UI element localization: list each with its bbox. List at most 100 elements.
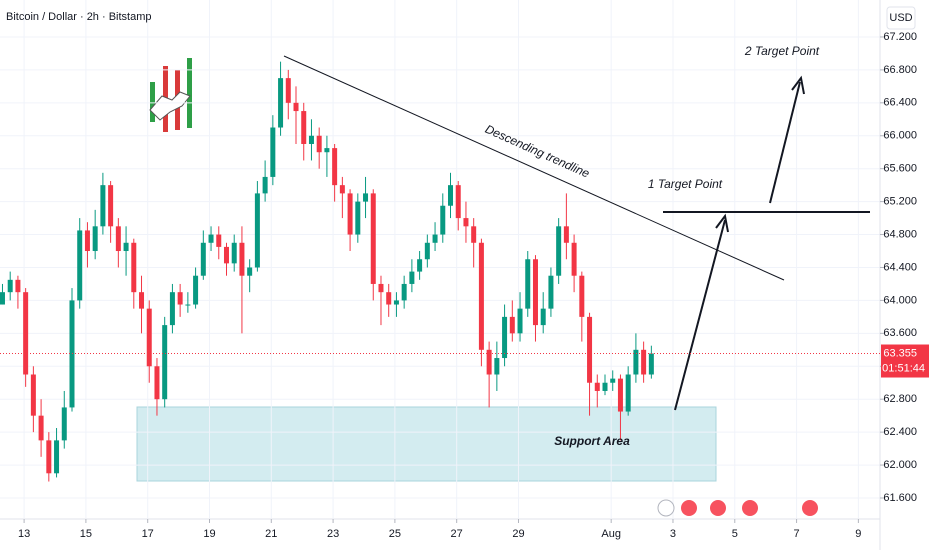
candle-body — [494, 358, 500, 375]
x-tick-label: 25 — [389, 528, 401, 540]
candle-body — [169, 292, 175, 326]
candle-body — [293, 102, 299, 112]
x-tick-label: 5 — [732, 528, 738, 540]
candle-body — [316, 135, 322, 153]
support-area — [136, 406, 717, 482]
candle-body — [247, 267, 253, 276]
candle-body — [38, 415, 44, 441]
x-tick-label: 27 — [451, 528, 463, 540]
candle-body — [77, 230, 83, 301]
y-tick-label: 65.200 — [883, 196, 917, 208]
y-tick-label: 67.200 — [883, 31, 917, 43]
candle-body — [23, 292, 29, 375]
candle-body — [478, 242, 484, 350]
x-tick-label: 29 — [512, 528, 524, 540]
candle-body — [602, 382, 608, 391]
candle-body — [301, 111, 307, 144]
x-tick-label: 23 — [327, 528, 339, 540]
candle-body — [556, 226, 562, 276]
candle-body — [424, 242, 430, 260]
countdown: 01:51:44 — [882, 362, 925, 374]
candle-body — [115, 226, 121, 252]
candle-body — [571, 242, 577, 276]
y-tick-label: 66.800 — [883, 64, 917, 76]
candle-body — [386, 292, 392, 305]
candle-body — [208, 234, 214, 243]
candle-body — [223, 246, 229, 264]
y-tick-label: 66.000 — [883, 130, 917, 142]
candle-body — [7, 279, 13, 293]
y-tick-label: 62.400 — [883, 426, 917, 438]
arrows — [674, 75, 805, 411]
candle-body — [401, 283, 407, 301]
last-price-box — [881, 344, 929, 378]
candle-body — [648, 353, 654, 375]
candle-body — [139, 292, 145, 309]
support-label: Support Area — [554, 434, 630, 448]
currency-box — [886, 6, 916, 30]
logo — [149, 58, 192, 132]
candle-body — [239, 242, 245, 276]
plot — [0, 0, 880, 518]
candle-body — [455, 185, 461, 219]
event-icons — [657, 499, 818, 517]
x-tick-label: 19 — [203, 528, 215, 540]
candle-body — [502, 316, 508, 359]
candle-body — [285, 78, 291, 103]
y-tick-label: 66.400 — [883, 97, 917, 109]
candle-body — [200, 242, 206, 276]
x-tick-label: 7 — [794, 528, 800, 540]
target2-label: 2 Target Point — [744, 44, 820, 58]
candle-body — [525, 259, 531, 309]
candle-body — [463, 218, 469, 227]
candle-body — [146, 308, 152, 367]
y-tick-label: 65.600 — [883, 163, 917, 175]
candle-body — [486, 349, 492, 375]
candle-body — [46, 440, 52, 474]
candle-body — [339, 185, 345, 194]
candle-body — [625, 374, 631, 412]
candle-body — [262, 176, 268, 194]
candle-body — [347, 193, 353, 235]
x-tick-label: 13 — [18, 528, 30, 540]
candle-body — [610, 378, 616, 383]
candle-body — [641, 349, 647, 375]
candle-body — [432, 234, 438, 243]
candle-body — [216, 234, 222, 247]
candle-body — [162, 325, 168, 400]
candle-body — [185, 304, 191, 306]
candle-body — [108, 185, 114, 227]
candle-body — [270, 127, 276, 177]
candle-body — [594, 382, 600, 391]
candle-body — [448, 185, 454, 206]
currency: USD — [889, 12, 912, 24]
x-tick-label: 3 — [670, 528, 676, 540]
y-tick-label: 64.400 — [883, 261, 917, 273]
candle-body — [100, 185, 106, 227]
candle-body — [61, 407, 67, 441]
trendline — [283, 55, 785, 281]
y-tick-label: 64.000 — [883, 294, 917, 306]
target1-label: 1 Target Point — [648, 177, 723, 191]
candle-body — [532, 259, 538, 326]
candle-body — [123, 242, 129, 252]
candle-body — [0, 292, 5, 305]
candle-body — [633, 349, 639, 375]
candle-body — [177, 292, 183, 305]
candle-body — [617, 378, 623, 412]
candle-body — [278, 78, 284, 128]
y-tick-label: 62.000 — [883, 459, 917, 471]
y-tick-label: 61.600 — [883, 492, 917, 504]
candle-body — [579, 275, 585, 317]
candle-body — [393, 300, 399, 305]
candle-body — [540, 308, 546, 326]
candle-body — [231, 242, 237, 264]
candle-body — [54, 440, 60, 474]
x-tick-label: 21 — [265, 528, 277, 540]
candle-body — [193, 275, 199, 305]
candle-body — [84, 230, 90, 252]
candle-body — [509, 316, 515, 334]
y-tick-label: 62.800 — [883, 393, 917, 405]
y-tick-label: 64.800 — [883, 228, 917, 240]
